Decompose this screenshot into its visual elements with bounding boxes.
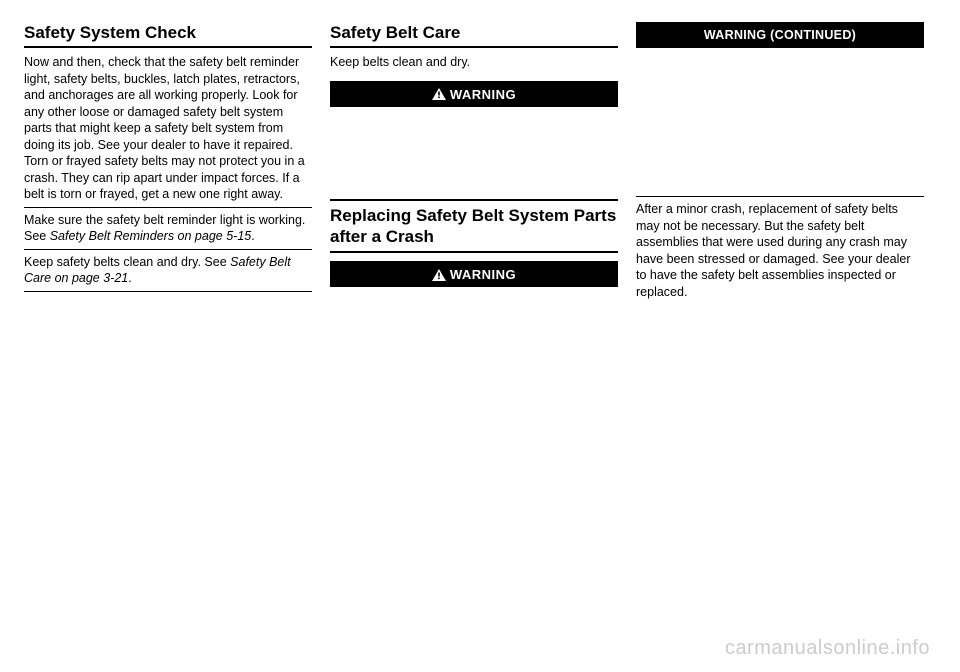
text-block: Keep belts clean and dry. <box>330 50 618 75</box>
text-italic: Safety Belt Reminders on page 5-15 <box>50 229 252 243</box>
warning-label: WARNING <box>450 87 516 102</box>
heading-safety-belt-care: Safety Belt Care <box>330 22 618 48</box>
body-text: Now and then, check that the safety belt… <box>24 54 312 203</box>
text-run: . <box>128 271 131 285</box>
text-block: Keep safety belts clean and dry. See Saf… <box>24 250 312 292</box>
body-text: Keep belts clean and dry. <box>330 54 618 71</box>
warning-triangle-icon <box>432 269 446 281</box>
warning-triangle-icon <box>432 88 446 100</box>
body-text: Keep safety belts clean and dry. See Saf… <box>24 254 312 287</box>
warning-header: WARNING <box>330 261 618 287</box>
manual-page: Safety System Check Now and then, check … <box>0 0 960 672</box>
body-text: After a minor crash, replacement of safe… <box>636 201 924 300</box>
text-block: Now and then, check that the safety belt… <box>24 50 312 208</box>
body-text: Make sure the safety belt reminder light… <box>24 212 312 245</box>
text-block: After a minor crash, replacement of safe… <box>636 196 924 300</box>
text-run: . <box>251 229 254 243</box>
text-block: Make sure the safety belt reminder light… <box>24 208 312 250</box>
warning-label: WARNING <box>450 267 516 282</box>
column-2: Safety Belt Care Keep belts clean and dr… <box>330 22 618 300</box>
warning-continued-header: WARNING (CONTINUED) <box>636 22 924 48</box>
spacer <box>330 107 618 199</box>
spacer <box>636 48 924 196</box>
heading-safety-system-check: Safety System Check <box>24 22 312 48</box>
watermark-text: carmanualsonline.info <box>725 637 930 660</box>
heading-replacing-safety-belt: Replacing Safety Belt System Parts after… <box>330 199 618 254</box>
column-3: WARNING (CONTINUED) After a minor crash,… <box>636 22 924 300</box>
text-run: Keep safety belts clean and dry. See <box>24 255 230 269</box>
column-1: Safety System Check Now and then, check … <box>24 22 312 300</box>
warning-header: WARNING <box>330 81 618 107</box>
column-layout: Safety System Check Now and then, check … <box>0 0 960 300</box>
